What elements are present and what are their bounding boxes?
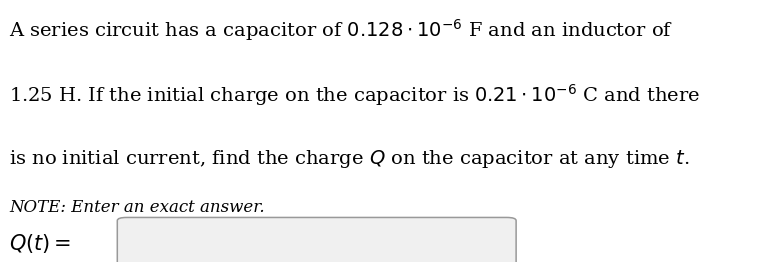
Text: NOTE: Enter an exact answer.: NOTE: Enter an exact answer. — [9, 199, 265, 216]
Text: $Q(t) =$: $Q(t) =$ — [9, 232, 72, 255]
Text: is no initial current, find the charge $Q$ on the capacitor at any time $t$.: is no initial current, find the charge $… — [9, 148, 690, 170]
Text: 1.25 H. If the initial charge on the capacitor is $0.21 \cdot 10^{-6}$ C and the: 1.25 H. If the initial charge on the cap… — [9, 83, 701, 108]
FancyBboxPatch shape — [117, 217, 516, 262]
Text: A series circuit has a capacitor of $0.128 \cdot 10^{-6}$ F and an inductor of: A series circuit has a capacitor of $0.1… — [9, 17, 673, 43]
